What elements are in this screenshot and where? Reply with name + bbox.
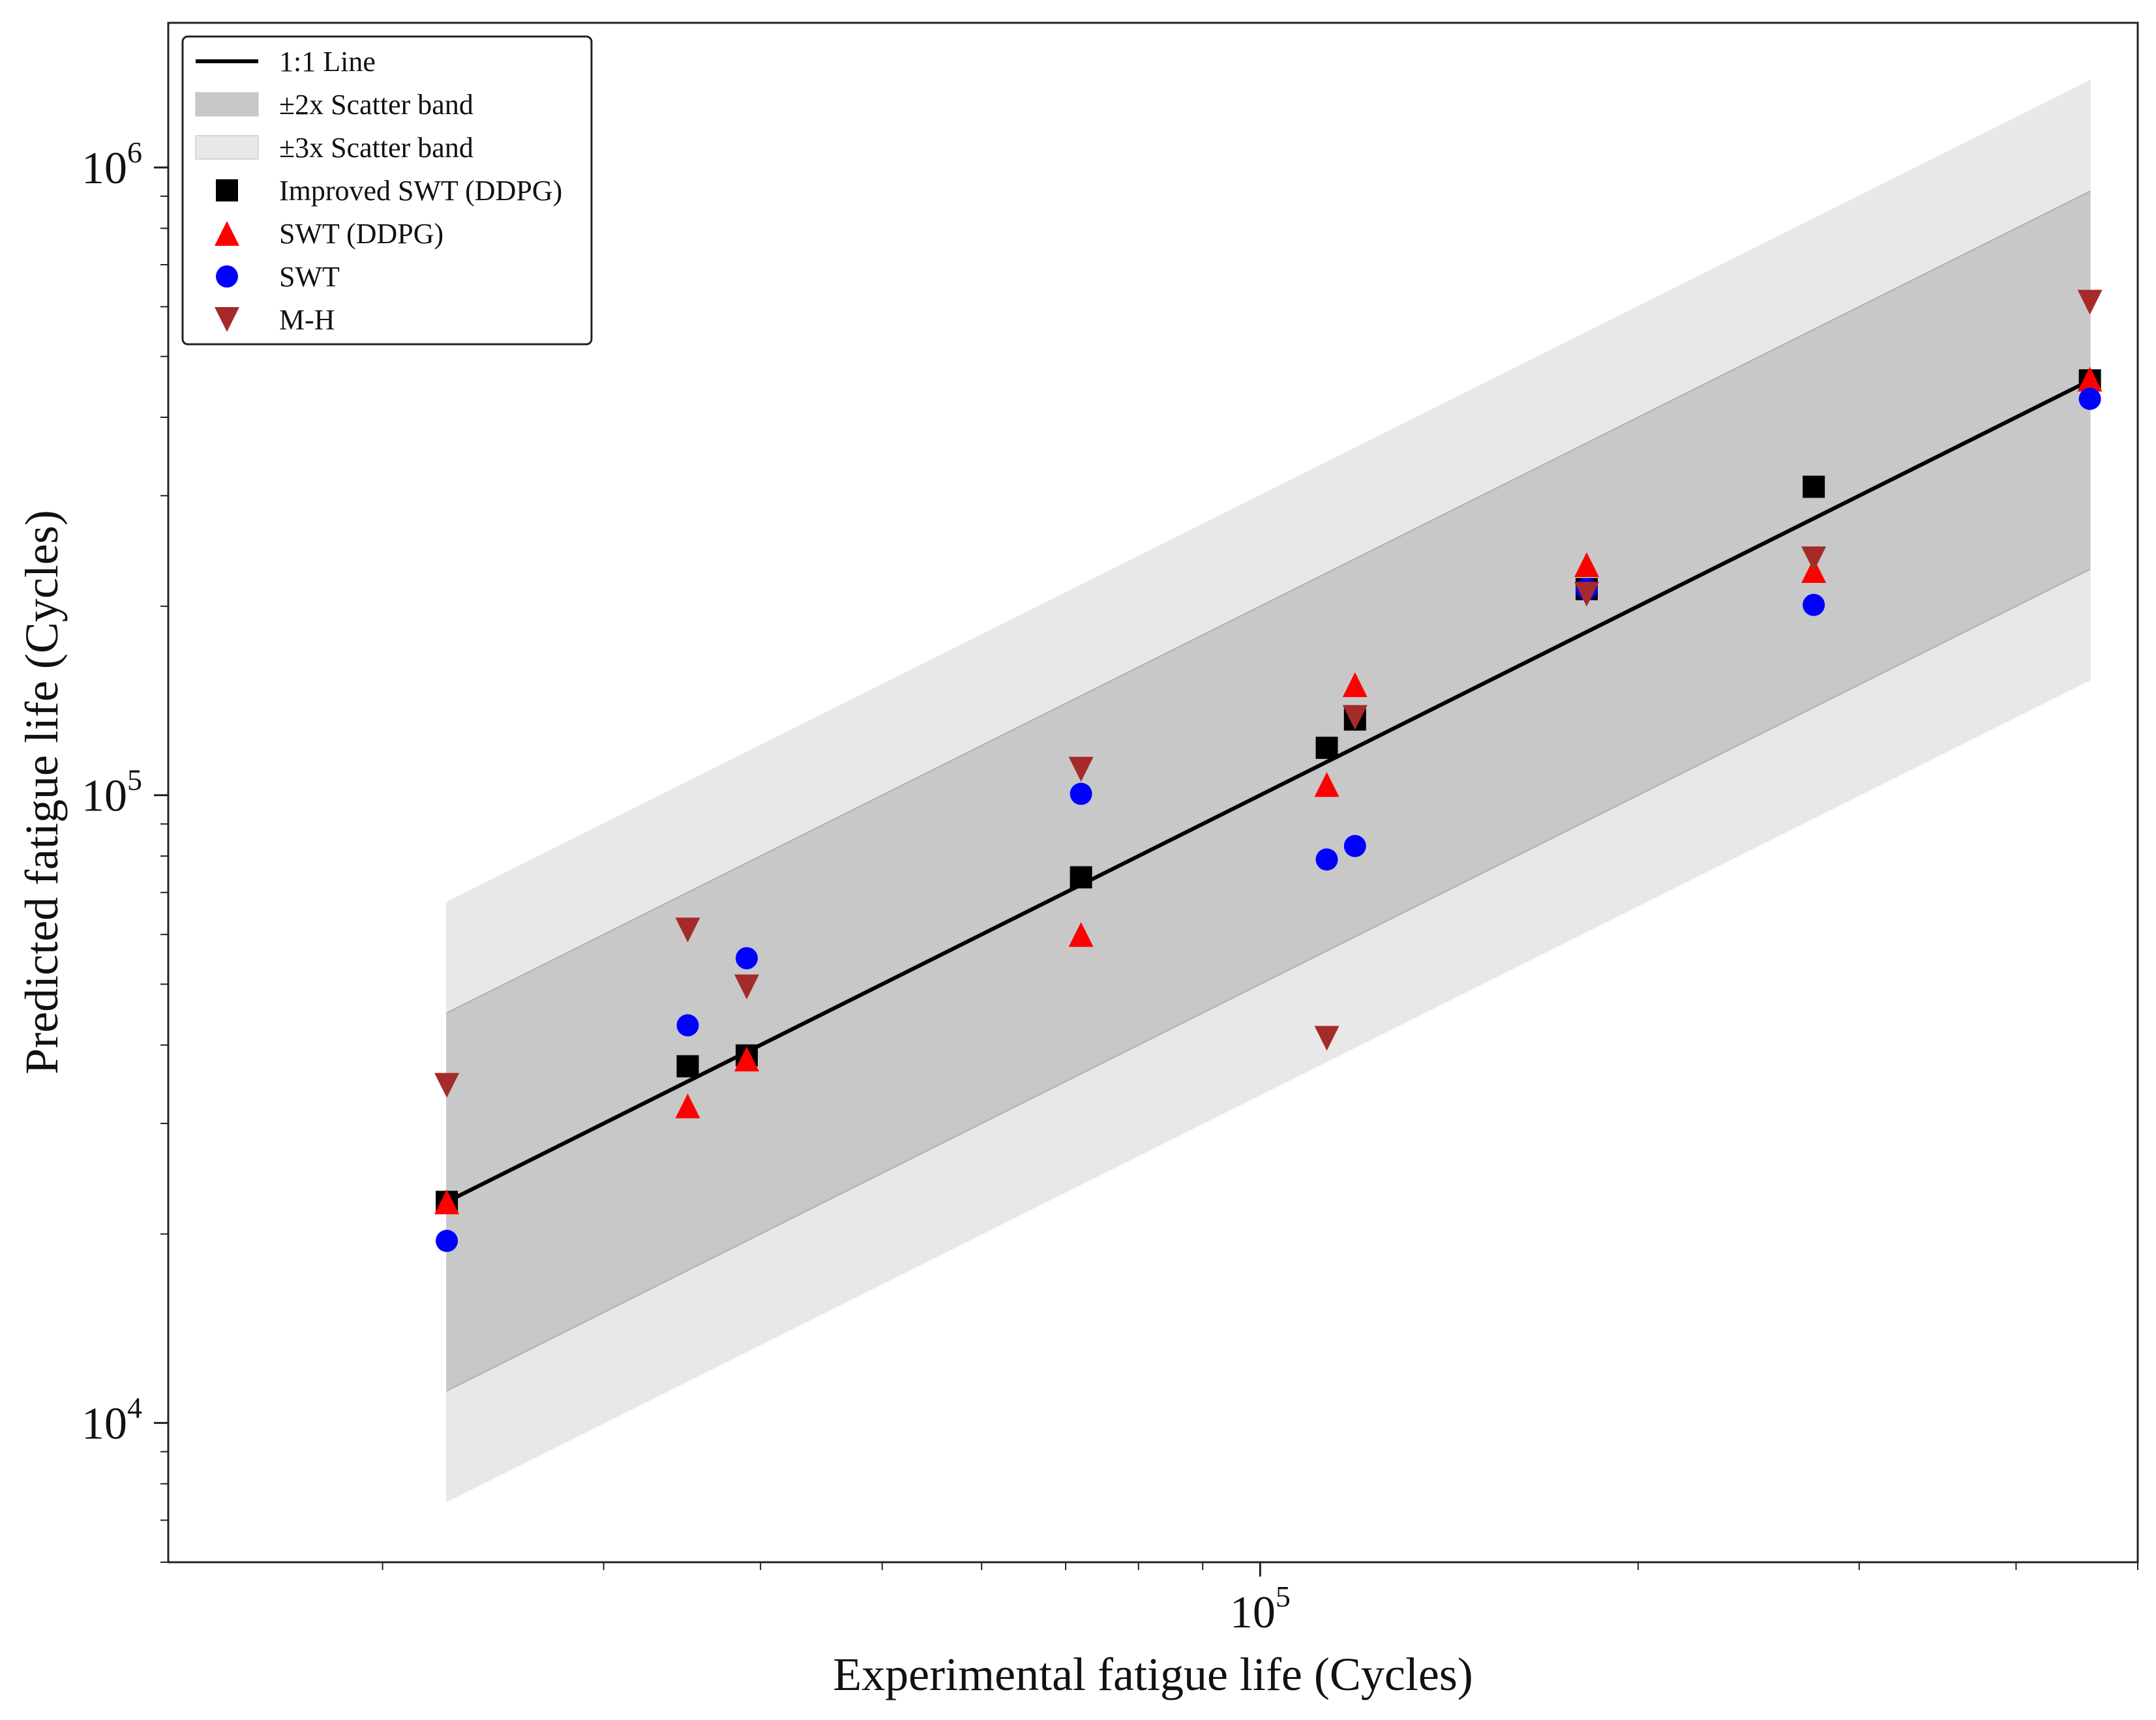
data-point bbox=[734, 974, 760, 1000]
data-point bbox=[1070, 782, 1092, 805]
legend-marker bbox=[216, 179, 238, 201]
data-point bbox=[1801, 546, 1827, 572]
series-swt-ddpg bbox=[434, 366, 2103, 1215]
reference-line-layer bbox=[445, 378, 2091, 1204]
data-point bbox=[434, 1073, 460, 1098]
data-point bbox=[675, 917, 700, 943]
legend-band-swatch bbox=[195, 135, 259, 160]
data-point bbox=[1803, 593, 1825, 616]
y-axis-label: Predicted fatigue life (Cycles) bbox=[16, 510, 68, 1075]
data-point bbox=[1343, 835, 1366, 857]
data-point bbox=[1574, 582, 1600, 607]
series-m-h bbox=[434, 289, 2103, 1098]
data-point bbox=[2078, 387, 2101, 410]
legend-item: 1:1 Line bbox=[196, 46, 376, 78]
legend: 1:1 Line ±2x Scatter band ±3x Scatter band… bbox=[181, 35, 593, 346]
legend-label: M-H bbox=[279, 304, 335, 336]
band-2x-upper-edge bbox=[446, 190, 2091, 1014]
data-points bbox=[434, 289, 2103, 1253]
legend-item: SWT (DDPG) bbox=[215, 218, 443, 250]
data-point bbox=[1068, 922, 1094, 947]
legend-item: M-H bbox=[215, 304, 335, 336]
y-axis: 104 105 106 bbox=[82, 136, 168, 1563]
legend-item: ±2x Scatter band bbox=[195, 89, 473, 121]
legend-label: SWT bbox=[279, 261, 340, 293]
data-point bbox=[1068, 756, 1094, 782]
legend-band-swatch bbox=[195, 92, 259, 117]
legend-box bbox=[181, 35, 593, 346]
legend-item: ±3x Scatter band bbox=[195, 132, 473, 164]
data-point bbox=[736, 947, 758, 970]
data-point bbox=[2077, 366, 2103, 392]
data-point bbox=[676, 1014, 699, 1037]
legend-label: SWT (DDPG) bbox=[279, 218, 443, 250]
legend-label: ±2x Scatter band bbox=[279, 89, 473, 121]
data-point bbox=[436, 1230, 458, 1253]
data-point bbox=[1574, 552, 1600, 577]
data-point bbox=[1314, 772, 1340, 797]
data-point bbox=[675, 1093, 700, 1119]
legend-label: ±3x Scatter band bbox=[279, 132, 473, 164]
legend-item: Improved SWT (DDPG) bbox=[216, 175, 562, 207]
y-tick-label: 105 bbox=[82, 764, 142, 822]
x-tick-label: 105 bbox=[1230, 1580, 1291, 1638]
data-point bbox=[1342, 672, 1368, 698]
data-point bbox=[1314, 1026, 1340, 1051]
data-point bbox=[2077, 289, 2103, 315]
legend-item: SWT bbox=[216, 261, 340, 293]
legend-label: Improved SWT (DDPG) bbox=[279, 175, 562, 207]
y-tick-label: 106 bbox=[82, 136, 142, 194]
legend-label: 1:1 Line bbox=[279, 46, 376, 78]
band-2x-lower-edge bbox=[446, 569, 2091, 1392]
legend-marker bbox=[215, 307, 239, 332]
y-tick-label: 104 bbox=[82, 1391, 142, 1449]
one-to-one-line bbox=[445, 378, 2091, 1204]
x-axis-label: Experimental fatigue life (Cycles) bbox=[833, 1648, 1473, 1700]
data-point bbox=[1803, 475, 1825, 498]
legend-marker bbox=[215, 221, 239, 246]
data-point bbox=[676, 1055, 699, 1078]
data-point bbox=[1315, 848, 1338, 871]
legend-marker bbox=[216, 265, 238, 288]
data-point bbox=[1315, 736, 1338, 759]
data-point bbox=[434, 1189, 460, 1215]
data-point bbox=[1070, 866, 1092, 889]
data-point bbox=[734, 1046, 760, 1072]
plot-frame bbox=[167, 22, 2139, 1564]
data-point bbox=[1342, 705, 1368, 730]
x-axis: 105 bbox=[382, 1562, 2138, 1638]
